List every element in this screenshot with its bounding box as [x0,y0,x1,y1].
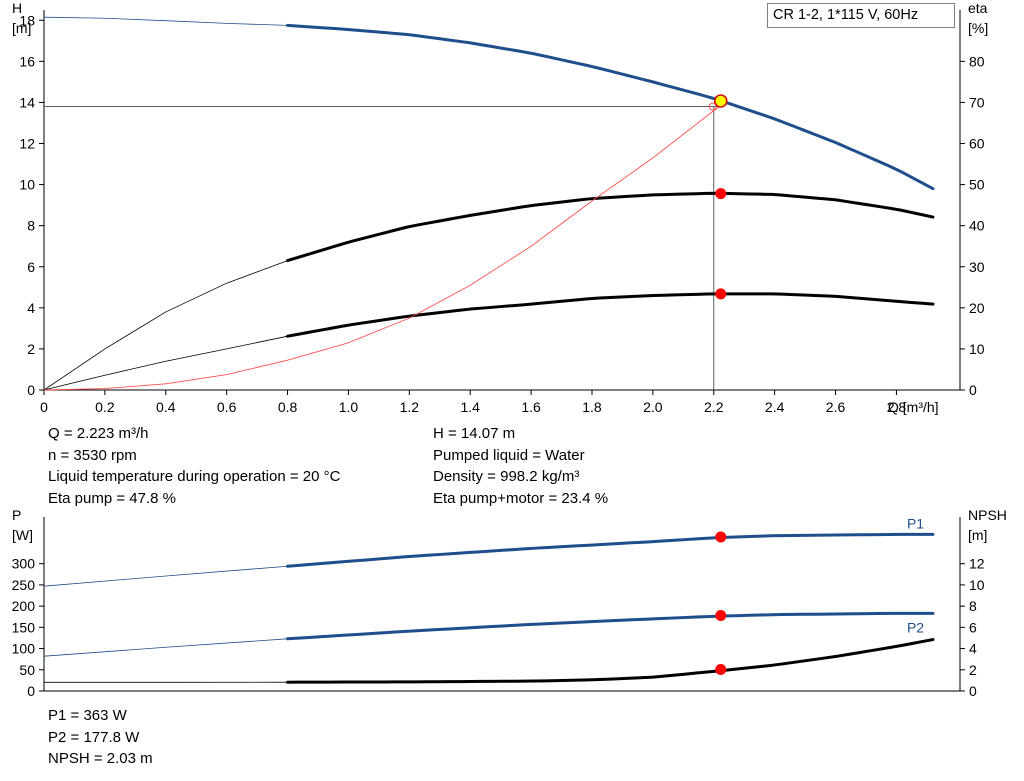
info-liquid-temperature: Liquid temperature during operation = 20… [48,468,341,485]
head-efficiency-chart: 0 2 4 6 8 10 12 14 16 18 0 10 20 30 40 50 60 70 80 H [m] eta [… [12,0,988,415]
y-right-tick-label: 0 [969,382,977,398]
x-tick-label: 1.8 [582,399,602,415]
info-eta-pump: Eta pump = 47.8 % [48,489,176,507]
y-right-tick-label: 2 [969,662,977,678]
y-left-tick-label: 50 [19,662,35,678]
y-right-axis-unit: [m] [968,527,987,543]
chart-title: CR 1-2, 1*115 V, 60Hz [767,3,955,28]
series-label: P2 [907,619,924,635]
y-right-tick-label: 10 [969,341,985,357]
y-right-tick-label: 4 [969,641,977,657]
duty-info-right: H = 14.07 m Pumped liquid = Water Densit… [433,423,608,509]
info-npsh: NPSH = 2.03 m [48,750,153,767]
y-right-tick-label: 80 [969,53,985,69]
x-tick-label: 2.0 [643,399,663,415]
operating-point-marker [715,663,727,675]
power-npsh-chart: 0 50 100 150 200 250 300 0 2 4 6 8 10 12 P [W] NPSH [m] P1… [12,507,1007,699]
x-tick-label: 1.0 [339,399,359,415]
x-tick-label: 2.6 [826,399,846,415]
y-left-tick-label: 0 [27,382,35,398]
x-tick-label: 0.4 [156,399,176,415]
y-right-tick-label: 70 [969,94,985,110]
y-left-tick-label: 8 [27,218,35,234]
info-p2: P2 = 177.8 W [48,728,140,746]
y-left-axis-unit: [W] [12,527,33,543]
series-line-thin [43,16,934,190]
y-left-tick-label: 18 [19,12,35,28]
y-left-axis-name: P [12,507,21,523]
system-curve-end-marker [708,102,717,111]
y-left-tick-label: 12 [19,136,35,152]
series-line-thick [286,292,935,338]
x-tick-label: 1.6 [521,399,541,415]
y-left-tick-label: 10 [19,177,35,193]
y-left-tick-label: 200 [12,598,36,614]
info-eta-pump-motor: Eta pump+motor = 23.4 % [433,489,609,507]
series-line-thick [286,191,935,263]
x-tick-label: 1.4 [460,399,480,415]
series-line-thin [43,612,933,657]
info-p1: P1 = 363 W [48,707,127,724]
y-right-tick-label: 30 [969,259,985,275]
info-pumped-liquid: Pumped liquid = Water [433,446,585,464]
series-line-thick [286,532,935,568]
x-tick-label: 0.2 [95,399,115,415]
y-right-tick-label: 12 [969,556,985,572]
y-right-tick-label: 40 [969,218,985,234]
series-line-thick [286,638,935,684]
series-label: P1 [907,515,924,531]
operating-point-marker [715,188,727,200]
x-axis-label: Q [m³/h] [888,399,939,415]
operating-point-marker [715,288,727,300]
y-right-tick-label: 0 [969,683,977,699]
y-right-tick-label: 60 [969,136,985,152]
x-tick-label: 1.2 [400,399,420,415]
y-right-tick-label: 6 [969,619,977,635]
y-left-axis-unit: [m] [12,20,31,36]
y-right-tick-label: 8 [969,598,977,614]
duty-info-left: Q = 2.223 m³/h n = 3530 rpm Liquid tempe… [48,423,340,509]
series-line-thin [43,106,721,391]
y-left-tick-label: 6 [27,259,35,275]
y-right-axis-name: NPSH [968,507,1007,523]
power-info: P1 = 363 W P2 = 177.8 W NPSH = 2.03 m [48,705,153,770]
y-left-tick-label: 14 [19,94,35,110]
x-tick-label: 2.8 [887,399,907,415]
info-head: H = 14.07 m [433,425,516,442]
x-tick-label: 2.4 [765,399,785,415]
x-tick-label: 2.2 [704,399,724,415]
y-left-tick-label: 300 [12,556,36,572]
y-right-axis-name: eta [968,0,988,16]
y-right-tick-label: 20 [969,300,985,316]
y-right-tick-label: 50 [969,177,985,193]
series-line-thick [286,611,935,641]
y-left-tick-label: 16 [19,53,35,69]
info-flow: Q = 2.223 m³/h [48,425,149,442]
x-tick-label: 0.6 [217,399,237,415]
y-left-axis-name: H [12,0,22,16]
y-right-tick-label: 10 [969,577,985,593]
y-left-tick-label: 100 [12,641,36,657]
info-speed: n = 3530 rpm [48,446,137,464]
y-left-tick-label: 2 [27,341,35,357]
info-density: Density = 998.2 kg/m³ [433,468,580,485]
operating-point-marker [715,531,727,543]
y-left-tick-label: 250 [12,577,36,593]
series-line-thin [43,534,933,587]
y-right-axis-unit: [%] [968,20,988,36]
y-left-tick-label: 4 [27,300,35,316]
series-line-thin [43,192,934,391]
series-line-thick [286,23,935,191]
duty-point-marker [713,94,728,108]
y-left-tick-label: 150 [12,619,36,635]
y-left-tick-label: 0 [27,683,35,699]
x-tick-label: 0 [40,399,48,415]
operating-point-marker [715,610,727,622]
x-tick-label: 0.8 [278,399,298,415]
